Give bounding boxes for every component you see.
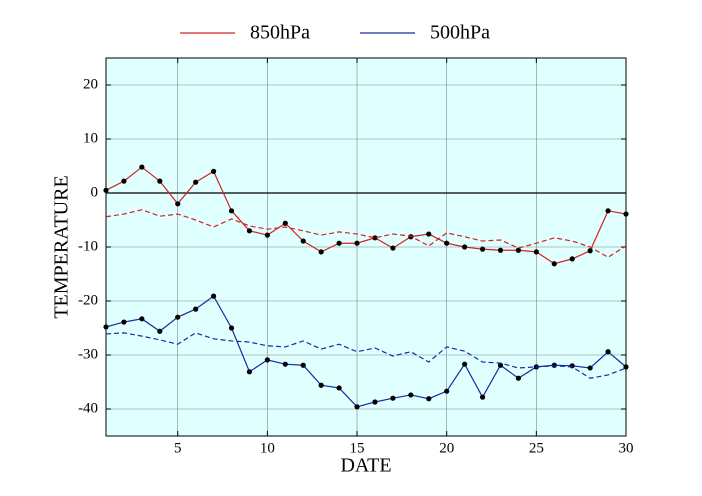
point xyxy=(175,314,181,320)
point xyxy=(282,220,288,226)
point xyxy=(569,256,575,262)
dashed-line xyxy=(105,209,627,258)
point xyxy=(300,362,306,368)
point xyxy=(444,240,450,246)
point xyxy=(246,369,253,375)
point xyxy=(372,399,378,405)
x-tick-label: 15 xyxy=(350,440,365,456)
point xyxy=(318,249,324,255)
x-tick-label: 5 xyxy=(174,440,182,456)
point xyxy=(605,349,611,355)
point xyxy=(193,179,199,185)
point xyxy=(390,245,396,251)
y-tick-label: -10 xyxy=(78,238,98,254)
point xyxy=(210,293,217,299)
point xyxy=(462,244,468,250)
point xyxy=(336,240,342,246)
point xyxy=(426,231,432,237)
point xyxy=(336,385,342,391)
point xyxy=(139,164,145,170)
point xyxy=(479,394,486,400)
x-axis-label: DATE xyxy=(340,455,391,477)
point xyxy=(623,211,629,217)
legend-label: 850hPa xyxy=(250,22,310,44)
y-tick-label: 10 xyxy=(83,130,98,146)
point xyxy=(103,324,109,330)
point xyxy=(228,325,235,331)
point xyxy=(193,306,199,312)
y-tick-label: -40 xyxy=(78,400,98,416)
plot-frame xyxy=(105,57,627,437)
point xyxy=(228,208,235,214)
y-tick-label: -30 xyxy=(78,346,98,362)
point xyxy=(497,362,504,368)
point xyxy=(246,228,253,234)
point xyxy=(587,248,593,254)
point xyxy=(210,168,217,174)
dashed-line xyxy=(105,332,627,379)
point xyxy=(462,361,468,367)
point xyxy=(515,375,522,381)
y-tick-label: 20 xyxy=(83,76,98,92)
point xyxy=(623,364,629,370)
y-tick-label: -20 xyxy=(78,292,98,308)
point xyxy=(300,238,306,244)
x-tick-label: 10 xyxy=(260,440,275,456)
point xyxy=(533,249,539,255)
point xyxy=(264,232,270,238)
point xyxy=(515,247,522,253)
point xyxy=(372,235,378,241)
point xyxy=(551,261,557,267)
point xyxy=(354,240,360,246)
y-tick-label: 0 xyxy=(91,184,99,200)
x-tick-label: 25 xyxy=(529,440,544,456)
point xyxy=(408,392,414,398)
legend-label: 500hPa xyxy=(430,22,490,44)
point xyxy=(479,246,486,252)
point xyxy=(157,328,163,334)
point xyxy=(175,201,181,207)
point xyxy=(282,361,288,367)
y-axis-label: TEMPERATURE xyxy=(51,175,73,318)
point xyxy=(426,396,432,402)
series-line xyxy=(105,166,627,265)
point xyxy=(318,382,324,388)
point xyxy=(103,187,109,193)
point xyxy=(121,178,127,184)
x-tick-label: 30 xyxy=(619,440,634,456)
point xyxy=(605,208,611,214)
point xyxy=(569,363,575,369)
x-tick-label: 20 xyxy=(439,440,454,456)
point xyxy=(444,388,450,394)
point xyxy=(264,357,270,363)
point xyxy=(354,404,360,410)
point xyxy=(157,178,163,184)
point xyxy=(121,319,127,325)
point xyxy=(497,247,504,253)
point xyxy=(139,316,145,322)
point xyxy=(390,395,396,401)
point xyxy=(587,365,593,371)
